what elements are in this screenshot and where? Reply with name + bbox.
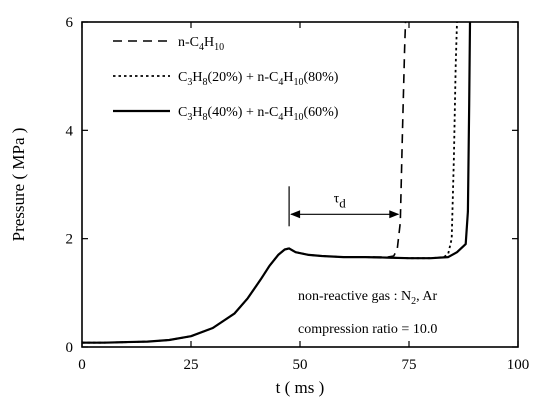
x-tick-label: 0 [78,357,86,373]
tau-label: τd [334,191,347,210]
y-axis-label: Pressure ( MPa ) [9,128,28,242]
plot-area: 0 25 50 75 100 0 2 4 6 t ( ms ) Pressure ( MPa ) n-… [9,15,529,397]
x-tick-label: 25 [184,357,199,373]
y-tick-label: 4 [66,123,74,139]
x-axis-label: t ( ms ) [276,378,325,397]
gas-annotation: non-reactive gas : N2, Ar [298,289,437,307]
x-tick-label: 50 [293,357,308,373]
x-tick-label: 75 [402,357,417,373]
legend-label-3: C3H8(40%) + n-C4H10(60%) [178,105,339,123]
y-tick-label: 6 [66,15,74,31]
legend-label-2: C3H8(20%) + n-C4H10(80%) [178,70,339,88]
ratio-annotation: compression ratio = 10.0 [298,322,437,337]
legend-label-1: n-C4H10 [178,35,224,53]
tau-arrow-head-left [290,210,301,219]
series-line-3 [82,21,472,344]
y-tick-label: 2 [66,232,74,248]
tau-arrow-head-right [389,210,400,219]
x-tick-label: 100 [507,357,530,373]
y-tick-label: 0 [66,340,74,356]
